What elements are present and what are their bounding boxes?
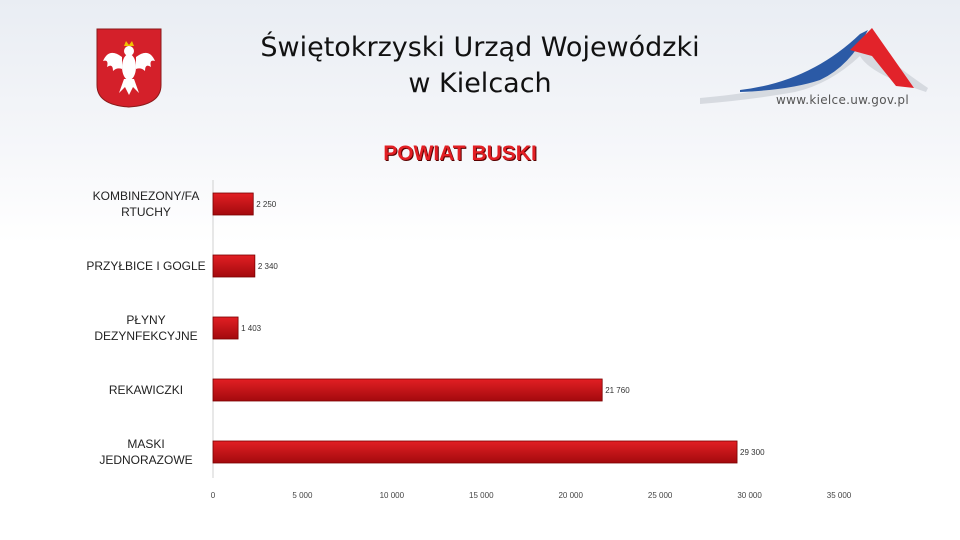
polish-eagle-emblem [96, 28, 162, 108]
category-label-0-0: KOMBINEZONY/FA [93, 189, 200, 203]
category-label-2-0: PŁYNY [126, 313, 165, 327]
website-url: www.kielce.uw.gov.pl [776, 93, 909, 107]
category-label-0-1: RTUCHY [121, 205, 171, 219]
category-label-2-1: DEZYNFEKCYJNE [94, 329, 197, 343]
title-line-2: w Kielcach [408, 68, 552, 99]
bar-2 [212, 316, 239, 340]
x-tick-label-5: 25 000 [648, 491, 673, 500]
x-tick-label-1: 5 000 [292, 491, 313, 500]
category-label-1-0: PRZYŁBICE I GOGLE [86, 259, 205, 273]
uw-kielce-logo [700, 28, 928, 104]
category-label-3-0: REKAWICZKI [109, 383, 183, 397]
bar-1 [212, 254, 256, 278]
value-label-0: 2 250 [256, 200, 277, 209]
bar-3 [212, 378, 603, 402]
category-label-4-1: JEDNORAZOWE [99, 453, 192, 467]
value-label-1: 2 340 [258, 262, 279, 271]
category-label-4-0: MASKI [127, 437, 164, 451]
x-tick-label-7: 35 000 [827, 491, 852, 500]
value-label-2: 1 403 [241, 324, 262, 333]
x-tick-label-6: 30 000 [737, 491, 762, 500]
bar-0 [212, 192, 254, 216]
chart-title: POWIAT BUSKI [383, 142, 537, 165]
x-tick-label-2: 10 000 [380, 491, 405, 500]
value-label-3: 21 760 [605, 386, 630, 395]
x-tick-label-4: 20 000 [558, 491, 583, 500]
x-tick-label-0: 0 [211, 491, 216, 500]
title-line-1: Świętokrzyski Urząd Wojewódzki [260, 32, 700, 63]
x-tick-label-3: 15 000 [469, 491, 494, 500]
page-title: Świętokrzyski Urząd Wojewódzki w Kielcac… [230, 30, 730, 102]
value-label-4: 29 300 [740, 448, 765, 457]
bar-4 [212, 440, 738, 464]
